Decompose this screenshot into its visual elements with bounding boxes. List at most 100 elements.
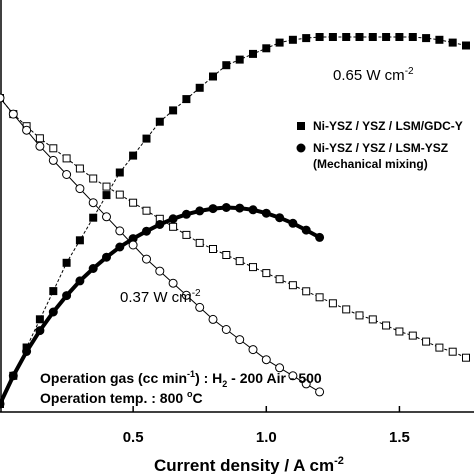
series-0-point [462, 41, 470, 50]
series-0-point [169, 106, 178, 115]
series-1-point [222, 251, 231, 259]
legend: Ni-YSZ / YSZ / LSM/GDC-Y Ni-YSZ / YSZ / … [296, 119, 463, 171]
series-0-point [89, 213, 98, 222]
series-1-point [408, 331, 417, 340]
series-3-point [142, 254, 151, 264]
series-1-point [342, 305, 351, 314]
series-0-point [142, 134, 151, 143]
series-3-point [248, 345, 258, 355]
series-3-point [115, 226, 125, 236]
series-2-point [288, 218, 298, 228]
series-0-point [408, 33, 417, 41]
series-1-point [302, 287, 311, 296]
series-2-point [208, 204, 218, 214]
series-0-point [222, 61, 231, 70]
series-1-point [169, 222, 178, 231]
series-2-point [261, 208, 271, 218]
series-2-point [35, 326, 45, 336]
series-1-point [115, 190, 124, 199]
series-2-point [275, 213, 285, 223]
series-1-point [102, 182, 111, 191]
x-tick-label: 1.5 [389, 429, 410, 446]
series-3-point [195, 302, 205, 312]
series-0-point [342, 33, 351, 41]
series-3-point [155, 266, 165, 276]
series-0-point [62, 258, 71, 267]
series-2-point [102, 252, 111, 262]
series-0-point [302, 34, 311, 43]
series-3-point [62, 170, 72, 179]
x-tick-label: 0.5 [123, 429, 144, 446]
x-axis-title: Current density / A cm-2 [154, 455, 344, 474]
series-0-point [368, 33, 377, 41]
series-3-point [261, 355, 271, 365]
series-3-point [181, 290, 191, 300]
series-2-point [235, 203, 245, 213]
series-0-point [209, 72, 217, 81]
series-1-point [89, 174, 98, 183]
series-1-point [355, 311, 364, 320]
series-0-line [0, 36, 467, 405]
series-2-point [181, 209, 191, 219]
series-3-point [22, 125, 32, 135]
series-1-point [142, 206, 151, 215]
series-3-point [168, 278, 178, 288]
series-1-point [75, 164, 84, 173]
power-label-low: 0.37 W cm-2 [120, 288, 201, 306]
series-0-point [49, 287, 58, 296]
series-2-point [195, 206, 205, 216]
series-3-point [88, 198, 98, 208]
series-2-point [301, 225, 311, 235]
series-0-point [155, 117, 164, 126]
series-2-point [115, 242, 125, 252]
x-ticks: 0.5 1.0 1.5 [123, 406, 410, 446]
operation-temp-note: Operation temp. : 800 oC [40, 389, 203, 406]
operation-gas-note: Operation gas (cc min-1) : H2 - 200 Air … [40, 369, 322, 389]
series-1-point [462, 353, 470, 362]
series-1-point [328, 299, 337, 308]
series-1-point [249, 263, 257, 272]
series-2-point [248, 205, 258, 215]
series-2-point [75, 276, 85, 286]
series-0-point [35, 315, 44, 324]
series-3-point [315, 387, 325, 397]
series-1-point [368, 315, 377, 324]
legend-square-marker [297, 122, 305, 130]
series-0-point [395, 33, 404, 41]
series-3-point [0, 93, 5, 103]
series-2-point [315, 232, 325, 242]
plot-area [0, 0, 474, 413]
series-1-point [62, 154, 71, 163]
series-1-point [49, 144, 58, 153]
series-0-point [102, 191, 111, 200]
series-0-point [382, 33, 391, 41]
series-1-point [209, 245, 217, 253]
series-3-point [221, 325, 231, 334]
series-1-point [422, 337, 431, 346]
series-0-point [448, 38, 457, 47]
series-2-point [8, 371, 18, 381]
series-2-point [48, 307, 58, 317]
series-3-point [235, 335, 245, 345]
series-0-point [249, 49, 257, 58]
series-1-point [435, 343, 444, 352]
series-3-point [75, 184, 85, 194]
series-1-point [129, 198, 138, 207]
legend-entry-2: Ni-YSZ / YSZ / LSM-YSZ [313, 141, 448, 155]
series-0-point [235, 55, 244, 64]
series-0-point [355, 33, 364, 41]
legend-entry-1: Ni-YSZ / YSZ / LSM/GDC-Y [313, 119, 463, 133]
series-1-point [275, 275, 284, 284]
legend-entry-3: (Mechanical mixing) [313, 157, 428, 171]
series-layer [0, 33, 470, 409]
series-3-point [301, 379, 311, 389]
series-2-point [221, 203, 231, 212]
series-0-point [275, 38, 284, 47]
series-3-point [102, 212, 111, 222]
series-0-point [129, 151, 138, 160]
series-3-point [275, 363, 285, 373]
series-1-point [35, 134, 44, 143]
series-1-point [288, 281, 297, 290]
series-2-point [62, 291, 72, 301]
series-2-point [88, 264, 98, 273]
